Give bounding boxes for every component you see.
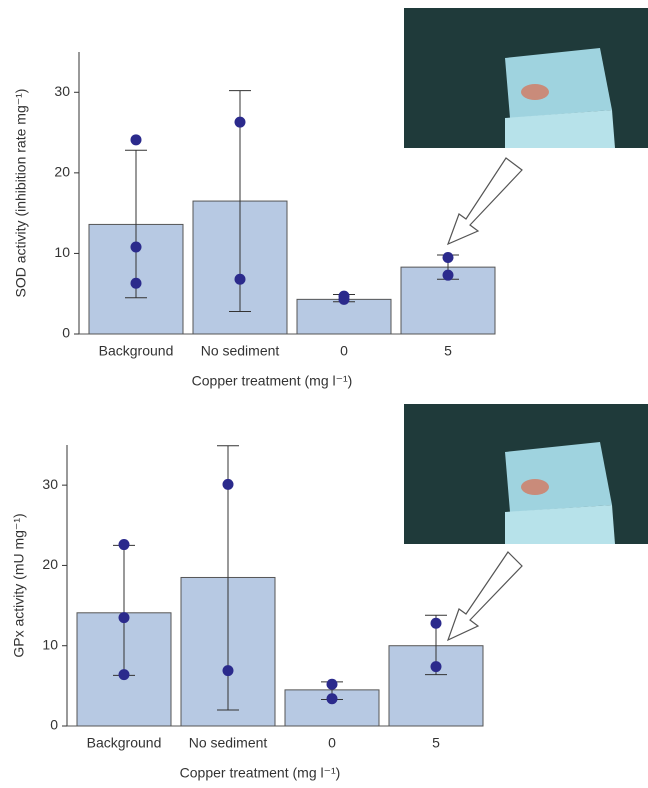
x-axis-label: Copper treatment (mg l⁻¹) [180,765,341,781]
data-point [443,252,454,263]
y-tick-label: 30 [54,83,70,99]
y-tick-label: 0 [62,325,70,341]
photo-animal [521,479,549,495]
data-point [131,278,142,289]
figure: 0 10 20 30 SOD activity (inhibition rate mg⁻… [0,0,648,788]
data-point [223,479,234,490]
data-point [119,669,130,680]
x-tick-label: 0 [328,735,336,751]
x-tick-label: 5 [432,735,440,751]
x-tick-label: 5 [444,343,452,359]
data-point [119,539,130,550]
x-tick-label: 0 [340,343,348,359]
y-tick-label: 20 [42,556,58,572]
data-point [235,117,246,128]
arrow [448,158,522,244]
x-tick-label: No sediment [189,735,268,751]
photo-top [404,8,648,148]
page: 0 10 20 30 SOD activity (inhibition rate mg⁻… [0,0,648,788]
photo-box [505,442,612,512]
x-tick-label: No sediment [201,343,280,359]
photo-animal [521,84,549,100]
data-point [131,134,142,145]
data-point [131,241,142,252]
data-point [327,693,338,704]
data-point [443,270,454,281]
y-tick-label: 30 [42,476,58,492]
photo-bottom [404,404,648,544]
arrow [448,552,522,640]
y-tick-label: 20 [54,164,70,180]
data-point [339,294,350,305]
x-tick-label: Background [87,735,162,751]
y-axis-label: SOD activity (inhibition rate mg⁻¹) [13,89,29,298]
y-tick-label: 0 [50,717,58,733]
y-axis-label: GPx activity (mU mg⁻¹) [11,513,27,657]
x-tick-label: Background [99,343,174,359]
data-point [431,618,442,629]
data-point [431,661,442,672]
data-point [235,274,246,285]
x-axis-label: Copper treatment (mg l⁻¹) [192,373,353,389]
y-tick-label: 10 [42,636,58,652]
y-tick-label: 10 [54,244,70,260]
data-point [119,612,130,623]
data-point [223,665,234,676]
photo-box [505,48,612,118]
data-point [327,679,338,690]
